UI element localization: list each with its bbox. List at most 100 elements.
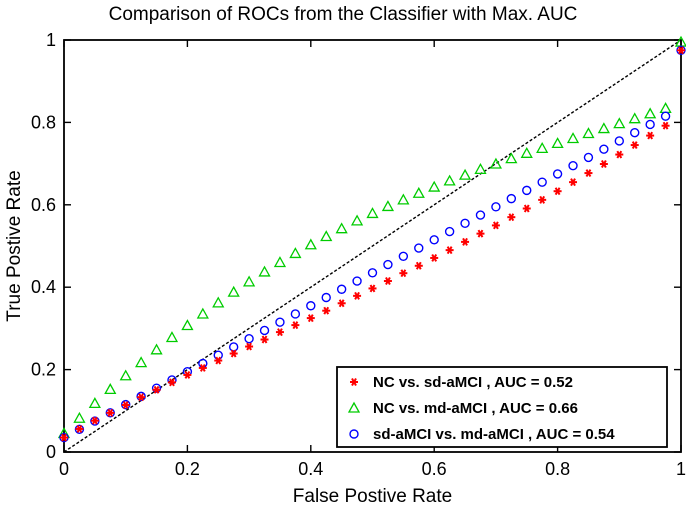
data-point-circle (491, 202, 501, 212)
data-point-circle (614, 136, 624, 146)
data-point-triangle (366, 207, 379, 219)
x-tick-label: 1 (676, 459, 686, 479)
data-point-triangle (196, 307, 209, 319)
data-point-triangle (597, 122, 610, 134)
data-point-asterisk (599, 160, 608, 168)
data-point-triangle (165, 331, 179, 343)
data-point-triangle (350, 214, 364, 226)
data-point-asterisk (245, 342, 254, 351)
data-point-asterisk (121, 401, 130, 409)
data-point-triangle (489, 157, 503, 169)
data-point-triangle (443, 174, 456, 186)
data-point-circle (429, 235, 439, 245)
data-point-circle (599, 144, 609, 154)
data-point-asterisk (368, 284, 377, 293)
data-point-circle (460, 218, 470, 229)
data-point-circle (321, 292, 331, 303)
data-point-asterisk (337, 299, 346, 308)
data-point-circle (568, 160, 578, 171)
data-point-asterisk (491, 221, 500, 230)
data-point-asterisk (630, 141, 639, 150)
data-point-circle (398, 251, 409, 261)
data-point-asterisk (615, 150, 624, 159)
data-point-asterisk (553, 187, 562, 196)
data-point-circle (367, 268, 378, 278)
data-point-asterisk (445, 246, 454, 255)
data-point-asterisk (430, 253, 439, 262)
data-point-asterisk (538, 195, 547, 204)
data-point-asterisk (677, 46, 685, 55)
data-point-circle (583, 152, 594, 163)
data-point-asterisk (90, 416, 99, 425)
x-tick-label: 0 (59, 459, 69, 479)
data-point-triangle (289, 247, 302, 259)
data-point-triangle (458, 168, 472, 180)
data-point-asterisk (137, 393, 146, 402)
data-point-asterisk (306, 314, 315, 323)
data-point-asterisk (167, 378, 176, 387)
data-point-circle (290, 309, 301, 319)
data-point-triangle (242, 275, 256, 287)
legend-symbol-asterisk (350, 378, 358, 386)
data-point-asterisk (229, 349, 238, 358)
data-point-asterisk (646, 131, 655, 140)
legend-entry-sd-md: sd-aMCI vs. md-aMCI , AUC = 0.54 (373, 426, 615, 443)
data-point-asterisk (353, 291, 362, 300)
y-tick-label: 1 (46, 30, 56, 50)
data-point-asterisk (60, 433, 68, 442)
data-point-asterisk (152, 385, 161, 394)
data-point-circle (522, 185, 532, 196)
data-point-circle (306, 301, 316, 311)
data-point-triangle (135, 356, 148, 368)
data-point-triangle (397, 193, 410, 205)
data-point-circle (151, 383, 162, 393)
data-point-asterisk (507, 213, 516, 222)
data-point-asterisk (383, 277, 392, 285)
data-point-circle (383, 259, 393, 270)
data-point-asterisk (661, 121, 670, 130)
data-point-circle (630, 127, 640, 138)
x-tick-label: 0.8 (545, 459, 570, 479)
data-point-circle (244, 334, 254, 344)
data-point-circle (645, 119, 655, 130)
data-point-triangle (335, 222, 348, 234)
data-point-triangle (412, 186, 425, 198)
data-point-triangle (520, 146, 533, 158)
y-tick-label: 0.2 (31, 360, 56, 380)
y-axis-label: True Postive Rate (4, 170, 25, 321)
data-point-triangle (644, 107, 657, 119)
data-point-triangle (104, 383, 117, 395)
data-point-circle (352, 276, 362, 286)
x-axis-label: False Postive Rate (293, 486, 452, 507)
legend-symbol-circle (349, 429, 359, 439)
data-point-asterisk (399, 269, 408, 278)
data-point-asterisk (106, 408, 115, 417)
legend-symbol-triangle (347, 401, 361, 413)
data-point-triangle (428, 180, 441, 192)
chart-title: Comparison of ROCs from the Classifier w… (109, 4, 578, 25)
data-point-triangle (73, 411, 86, 423)
legend-entry-nc-sd: NC vs. sd-aMCI , AUC = 0.52 (373, 374, 573, 391)
data-point-asterisk (214, 356, 223, 365)
data-point-triangle (119, 369, 132, 381)
data-point-triangle (566, 132, 580, 144)
data-point-asterisk (75, 424, 84, 433)
data-point-triangle (181, 319, 194, 331)
data-point-asterisk (522, 204, 531, 213)
chance-diagonal-line (63, 39, 682, 453)
data-point-triangle (273, 256, 287, 268)
data-point-triangle (304, 238, 317, 250)
data-point-circle (259, 325, 270, 336)
data-point-asterisk (414, 261, 423, 270)
data-point-triangle (536, 142, 549, 154)
data-point-circle (660, 111, 671, 121)
x-tick-label: 0.4 (298, 459, 323, 479)
data-point-asterisk (322, 306, 331, 315)
data-point-triangle (320, 230, 333, 242)
data-point-circle (228, 342, 239, 352)
data-point-circle (275, 317, 285, 327)
data-point-asterisk (476, 229, 485, 238)
series-triangle-points (57, 35, 686, 439)
y-tick-label: 0.4 (31, 277, 56, 297)
data-point-circle (537, 177, 547, 187)
